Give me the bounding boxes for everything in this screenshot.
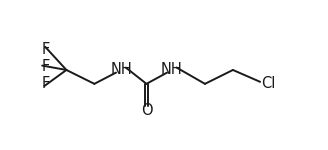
Text: NH: NH (110, 62, 132, 77)
Text: F: F (42, 42, 50, 57)
Text: F: F (42, 59, 50, 74)
Text: O: O (141, 103, 152, 118)
Text: Cl: Cl (261, 76, 276, 91)
Text: F: F (42, 76, 50, 91)
Text: NH: NH (161, 62, 183, 77)
